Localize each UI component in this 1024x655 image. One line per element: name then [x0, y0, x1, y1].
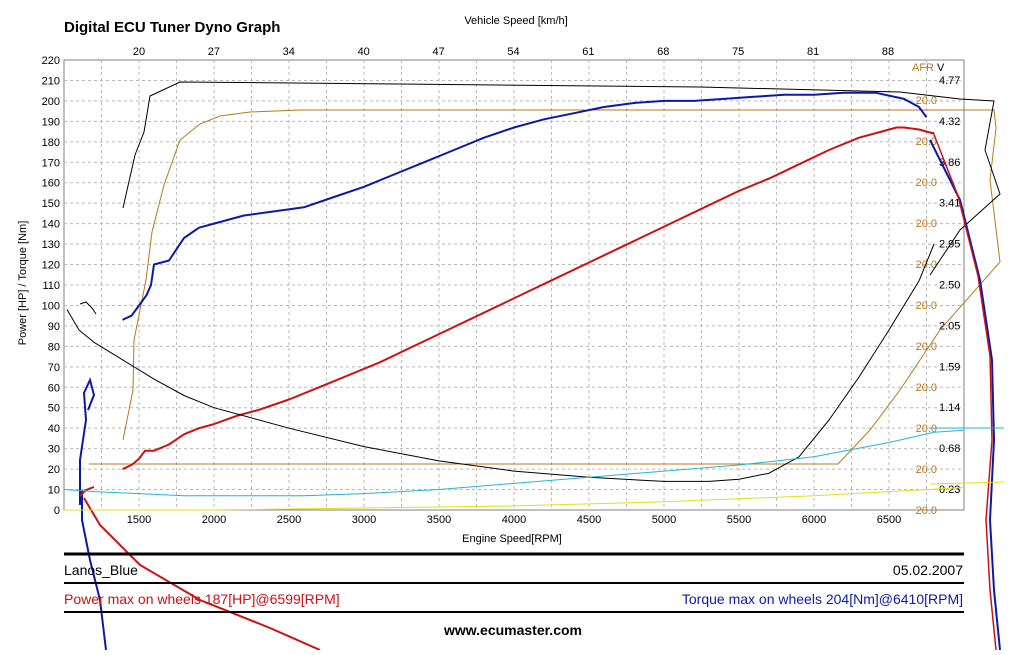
y-tick-label: 50	[48, 403, 60, 415]
x-tick-label: 5500	[727, 514, 751, 526]
voltage-tick-label: 4.32	[939, 116, 960, 128]
voltage-tick-label: 1.59	[939, 361, 960, 373]
tick-labels: 0 10 20 30 40 50 60 70 80 90 100 110 120 130 140 150 160…	[42, 46, 961, 526]
top-tick-label: 81	[807, 46, 819, 58]
afr-tick-label: 20.0	[916, 218, 937, 230]
y-tick-label: 30	[48, 444, 60, 456]
top-tick-label: 88	[882, 46, 894, 58]
website-link[interactable]: www.ecumaster.com	[443, 622, 582, 638]
x-tick-label: 5000	[652, 514, 676, 526]
y-tick-label: 70	[48, 362, 60, 374]
top-tick-label: 27	[208, 46, 220, 58]
afr-tick-label: 20.0	[916, 505, 937, 517]
voltage-tick-label: 1.14	[939, 402, 960, 414]
x-tick-label: 1500	[127, 514, 151, 526]
y-tick-label: 210	[42, 75, 60, 87]
afr-axis-label: AFR	[912, 62, 934, 74]
top-axis-label: Vehicle Speed [km/h]	[464, 15, 567, 27]
torque-tail-right	[929, 139, 1001, 651]
black-top-trace	[122, 81, 1001, 276]
power-tail-right	[932, 131, 997, 651]
y-tick-label: 40	[48, 423, 60, 435]
top-tick-label: 68	[657, 46, 669, 58]
afr-tick-label: 20.0	[916, 95, 937, 107]
x-tick-label: 4000	[502, 514, 526, 526]
y-tick-label: 80	[48, 341, 60, 353]
voltage-tick-label: 0.23	[939, 484, 960, 496]
voltage-tick-label: 2.50	[939, 280, 960, 292]
y-tick-label: 100	[42, 300, 60, 312]
black-line	[66, 243, 935, 482]
afr-tick-label: 20.0	[916, 300, 937, 312]
afr-trace	[89, 109, 1001, 465]
y-tick-label: 130	[42, 239, 60, 251]
torque-summary: Torque max on wheels 204[Nm]@6410[RPM]	[682, 591, 963, 607]
x-tick-label: 2000	[202, 514, 226, 526]
voltage-tick-label: 3.41	[939, 198, 960, 210]
series-lines	[63, 91, 965, 511]
y-tick-label: 0	[54, 505, 60, 517]
top-tick-label: 40	[358, 46, 370, 58]
torque-start-squiggle	[79, 377, 96, 505]
y-tick-label: 220	[42, 55, 60, 67]
y-tick-label: 160	[42, 178, 60, 190]
power-start-squiggle	[79, 486, 95, 497]
y-tick-label: 150	[42, 198, 60, 210]
x-tick-label: 6000	[802, 514, 826, 526]
top-tick-label: 20	[133, 46, 145, 58]
top-tick-label: 61	[582, 46, 594, 58]
top-tick-label: 75	[732, 46, 744, 58]
y-tick-label: 20	[48, 464, 60, 476]
y-tick-label: 140	[42, 219, 60, 231]
chart-title: Digital ECU Tuner Dyno Graph	[64, 19, 280, 36]
y-axis-label: Power [HP] / Torque [Nm]	[17, 221, 29, 346]
torque-line	[122, 91, 928, 321]
afr-tick-label: 20.0	[916, 341, 937, 353]
afr-tick-label: 20.0	[916, 382, 937, 394]
y-tick-label: 190	[42, 116, 60, 128]
y-tick-label: 90	[48, 321, 60, 333]
top-tick-label: 47	[432, 46, 444, 58]
top-tick-label: 54	[507, 46, 519, 58]
top-tick-label: 34	[283, 46, 295, 58]
volt-axis-label: V	[937, 62, 945, 74]
y-tick-label: 110	[42, 280, 60, 292]
test-date: 05.02.2007	[893, 562, 963, 578]
y-tick-label: 180	[42, 137, 60, 149]
y-tick-label: 200	[42, 96, 60, 108]
afr-tick-label: 20.0	[916, 423, 937, 435]
voltage-tick-label: 4.77	[939, 75, 960, 87]
y-tick-label: 120	[42, 260, 60, 272]
x-tick-label: 2500	[277, 514, 301, 526]
power-summary: Power max on wheels 187[HP]@6599[RPM]	[64, 591, 340, 607]
x-tick-label: 6500	[877, 514, 901, 526]
x-axis-label: Engine Speed[RPM]	[462, 533, 562, 545]
grid	[63, 59, 965, 511]
afr-tick-label: 20.0	[916, 464, 937, 476]
voltage-tick-label: 2.05	[939, 320, 960, 332]
car-name: Lanos_Blue	[64, 562, 138, 578]
x-tick-label: 3000	[352, 514, 376, 526]
x-tick-label: 3500	[427, 514, 451, 526]
x-tick-label: 4500	[577, 514, 601, 526]
afr-tick-label: 20.0	[916, 177, 937, 189]
y-tick-label: 10	[48, 485, 60, 497]
yellow-line	[64, 487, 965, 511]
power-line	[122, 126, 935, 471]
afr-tick-label: 20.0	[916, 259, 937, 271]
cyan-line	[63, 429, 965, 497]
y-tick-label: 60	[48, 382, 60, 394]
black-start-squiggle	[79, 301, 97, 315]
yellow-tail-right	[929, 481, 1005, 485]
voltage-tick-label: 0.68	[939, 443, 960, 455]
y-tick-label: 170	[42, 157, 60, 169]
